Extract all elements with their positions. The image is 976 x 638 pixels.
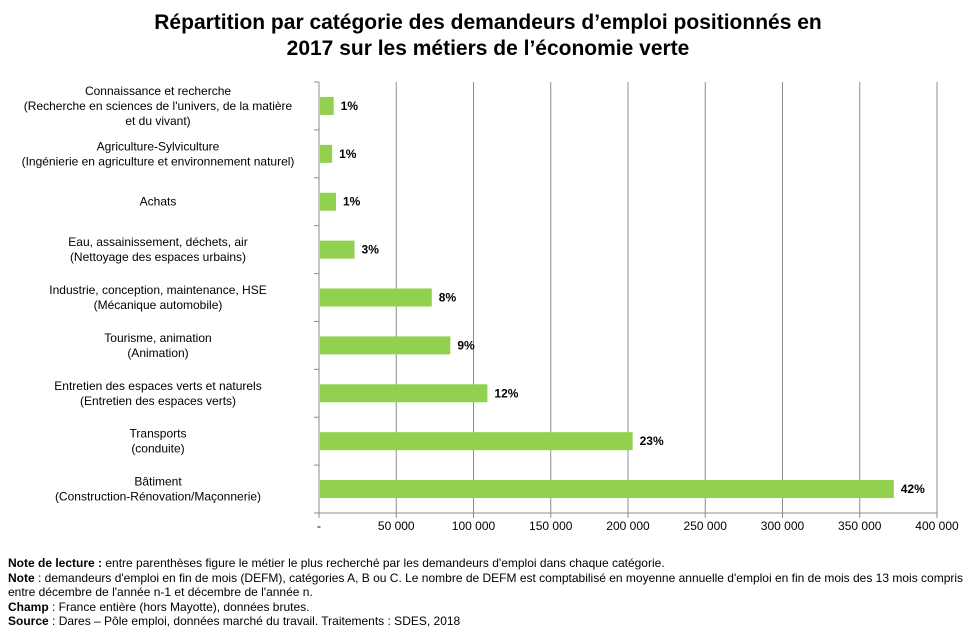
x-tick-label: 250 000 bbox=[684, 519, 728, 533]
category-label-line: Entretien des espaces verts et naturels bbox=[54, 379, 261, 393]
category-label-line: Connaissance et recherche bbox=[85, 84, 231, 98]
category-label: Transports (conduite) bbox=[130, 427, 187, 456]
data-label: 12% bbox=[494, 386, 518, 400]
chart-title-line-2: 2017 sur les métiers de l’économie verte bbox=[286, 37, 690, 60]
category-label-line: (Nettoyage des espaces urbains) bbox=[70, 250, 246, 264]
data-label: 1% bbox=[343, 195, 361, 209]
category-label: Agriculture-Sylviculture (Ingénierie en a… bbox=[22, 139, 295, 168]
chart-title-line-1: Répartition par catégorie des demandeurs… bbox=[154, 11, 822, 34]
category-label-line: (Construction-Rénovation/Maçonnerie) bbox=[55, 490, 261, 504]
category-label-line: et du vivant) bbox=[125, 114, 190, 128]
source-label: Source bbox=[8, 614, 49, 628]
note-lecture-label: Note de lecture : bbox=[8, 556, 103, 570]
data-label: 42% bbox=[901, 482, 925, 496]
category-label-line: (conduite) bbox=[131, 442, 184, 456]
note-definition: Note : demandeurs d'emploi en fin de moi… bbox=[8, 571, 968, 600]
category-label-line: Achats bbox=[140, 195, 177, 209]
category-label-line: (Ingénierie en agriculture et environnem… bbox=[22, 154, 295, 168]
bar bbox=[320, 384, 488, 403]
bar bbox=[320, 480, 894, 499]
x-tick-label: 100 000 bbox=[452, 519, 496, 533]
note-lecture: Note de lecture : entre parenthèses figu… bbox=[8, 556, 968, 571]
category-label: Bâtiment (Construction-Rénovation/Maçonne… bbox=[55, 475, 261, 504]
data-label: 23% bbox=[640, 434, 664, 448]
champ-text: : France entière (hors Mayotte), données… bbox=[48, 599, 310, 614]
source-text: : Dares – Pôle emploi, données marché du… bbox=[48, 614, 461, 628]
bar bbox=[320, 432, 633, 451]
champ-label: Champ bbox=[8, 599, 49, 614]
bar bbox=[320, 192, 336, 211]
x-tick-label: 150 000 bbox=[529, 519, 573, 533]
x-tick-label: 400 000 bbox=[915, 519, 959, 533]
category-label: Industrie, conception, maintenance, HSE(… bbox=[49, 283, 266, 312]
category-label: Entretien des espaces verts et naturels(… bbox=[54, 379, 261, 408]
category-label-line: (Entretien des espaces verts) bbox=[80, 394, 236, 408]
note-lecture-text: entre parenthèses figure le métier le pl… bbox=[102, 556, 665, 570]
category-label-line: Industrie, conception, maintenance, HSE bbox=[49, 283, 266, 297]
category-label: Achats bbox=[140, 195, 177, 209]
note-source: Source : Dares – Pôle emploi, données ma… bbox=[8, 614, 968, 629]
bar-chart: - 50 000 100 000 150 000 200 000 250 000 300 0… bbox=[22, 81, 959, 533]
category-label-line: Agriculture-Sylviculture bbox=[97, 139, 220, 153]
category-label: Connaissance et recherche (Recherche en s… bbox=[24, 84, 293, 128]
data-label: 9% bbox=[457, 338, 475, 352]
category-label-line: Eau, assainissement, déchets, air bbox=[68, 235, 247, 249]
data-label: 3% bbox=[362, 243, 380, 257]
category-label: Tourisme, animation (Animation) bbox=[104, 331, 211, 360]
category-label-line: (Mécanique automobile) bbox=[94, 298, 223, 312]
category-label-line: Bâtiment bbox=[134, 475, 182, 489]
data-label: 8% bbox=[439, 291, 457, 305]
bar bbox=[320, 288, 432, 307]
x-tick-label: - bbox=[317, 519, 321, 533]
chart-notes: Note de lecture : entre parenthèses figu… bbox=[8, 556, 968, 629]
note-label: Note bbox=[8, 570, 35, 585]
x-tick-label: 300 000 bbox=[761, 519, 805, 533]
x-tick-label: 350 000 bbox=[838, 519, 882, 533]
bar bbox=[320, 336, 451, 355]
bar bbox=[320, 240, 355, 259]
category-label-line: (Recherche en sciences de l'univers, de … bbox=[24, 99, 293, 113]
category-label-line: Tourisme, animation bbox=[104, 331, 211, 345]
data-label: 1% bbox=[339, 147, 357, 161]
chart-title: Répartition par catégorie des demandeurs… bbox=[0, 10, 976, 62]
data-label: 1% bbox=[341, 99, 359, 113]
category-label-line: Transports bbox=[130, 427, 187, 441]
x-tick-label: 50 000 bbox=[378, 519, 415, 533]
category-label-line: (Animation) bbox=[127, 346, 188, 360]
note-champ: Champ : France entière (hors Mayotte), d… bbox=[8, 600, 968, 615]
bar bbox=[320, 144, 333, 163]
bar bbox=[320, 96, 334, 115]
category-label: Eau, assainissement, déchets, air (Nettoy… bbox=[68, 235, 247, 264]
note-text: : demandeurs d'emploi en fin de mois (DE… bbox=[8, 570, 964, 600]
x-tick-label: 200 000 bbox=[606, 519, 650, 533]
